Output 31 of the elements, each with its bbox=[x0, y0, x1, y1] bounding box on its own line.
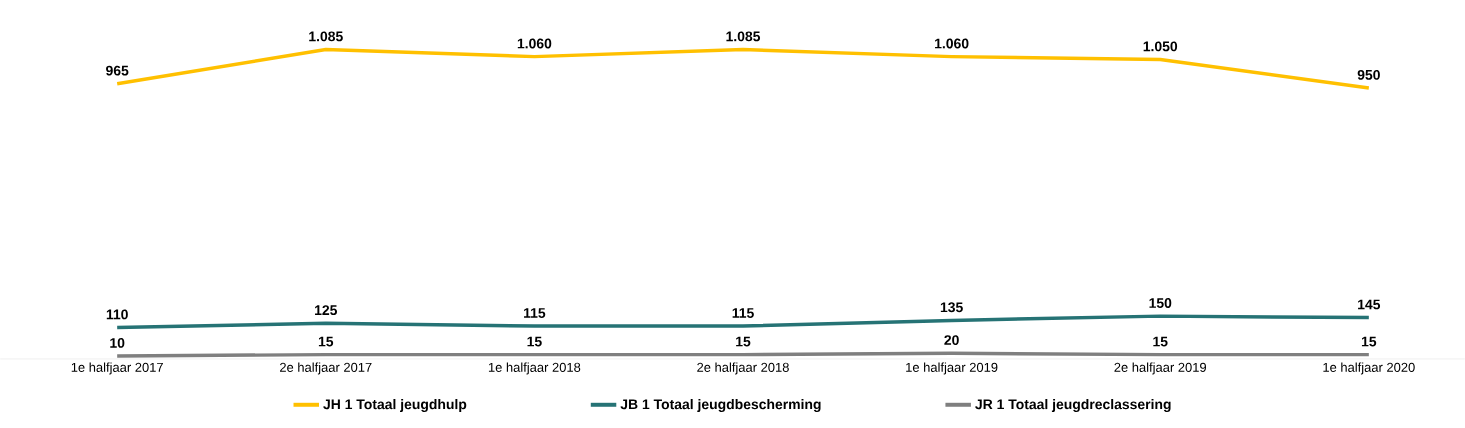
data-label: 145 bbox=[1358, 299, 1381, 310]
data-label: 1.060 bbox=[517, 38, 552, 49]
data-label: 15 bbox=[1153, 336, 1168, 347]
data-label: 1.060 bbox=[935, 38, 969, 49]
x-tick-label: 1e halfjaar 2019 bbox=[906, 362, 998, 375]
data-label: 950 bbox=[1357, 69, 1380, 80]
x-tick-label: 2e halfjaar 2019 bbox=[1114, 362, 1207, 375]
legend-label: JB 1 Totaal jeugdbescherming bbox=[620, 399, 821, 413]
data-label: 15 bbox=[318, 336, 334, 347]
data-label: 1.050 bbox=[1143, 41, 1178, 52]
x-tick-label: 1e halfjaar 2020 bbox=[1323, 362, 1415, 375]
data-label: 115 bbox=[524, 308, 546, 318]
data-label: 135 bbox=[940, 302, 963, 313]
legend-label: JH 1 Totaal jeugdhulp bbox=[323, 399, 467, 413]
data-label: 1.085 bbox=[726, 31, 761, 42]
data-label: 110 bbox=[106, 309, 128, 320]
data-label: 125 bbox=[315, 305, 338, 316]
x-tick-label: 1e halfjaar 2018 bbox=[488, 362, 581, 375]
x-tick-label: 2e halfjaar 2018 bbox=[697, 362, 789, 375]
data-label: 10 bbox=[110, 338, 125, 348]
data-label: 115 bbox=[732, 308, 754, 318]
data-label: 15 bbox=[1361, 336, 1377, 347]
data-label: 1.085 bbox=[309, 31, 343, 42]
data-label: 20 bbox=[944, 335, 959, 346]
data-label: 15 bbox=[527, 336, 542, 347]
data-label: 150 bbox=[1149, 298, 1172, 308]
data-label: 15 bbox=[736, 336, 751, 347]
x-tick-label: 2e halfjaar 2017 bbox=[280, 362, 372, 375]
legend-label: JR 1 Totaal jeugdreclassering bbox=[975, 399, 1171, 413]
data-label: 965 bbox=[106, 65, 129, 76]
x-tick-label: 1e halfjaar 2017 bbox=[71, 362, 163, 375]
